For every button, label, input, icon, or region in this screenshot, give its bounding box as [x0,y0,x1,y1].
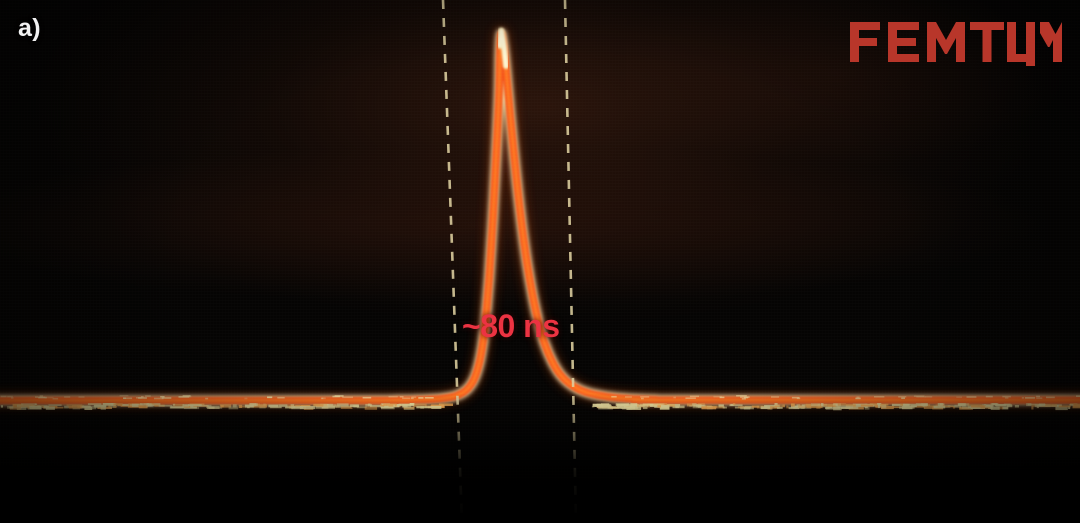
femtum-logo [850,18,1062,66]
bottom-shadow [0,393,1080,523]
pulse-width-annotation: ~80 ns [462,308,560,344]
panel-label: a) [18,14,41,42]
femtum-logo-mark [850,22,1062,66]
